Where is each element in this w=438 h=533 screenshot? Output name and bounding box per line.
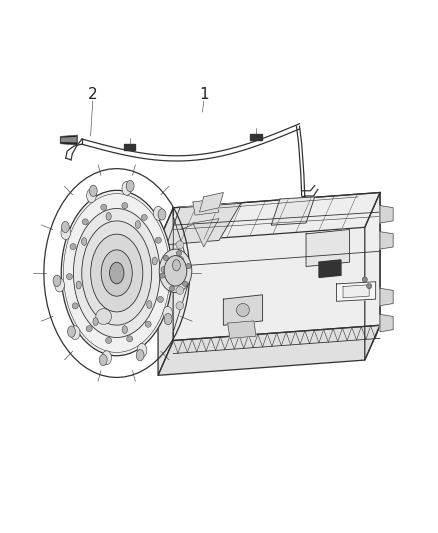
Ellipse shape (101, 250, 132, 296)
Polygon shape (336, 282, 376, 301)
Ellipse shape (137, 343, 147, 357)
Polygon shape (251, 134, 261, 140)
Ellipse shape (55, 278, 64, 292)
Circle shape (157, 296, 163, 303)
Polygon shape (306, 230, 350, 266)
Ellipse shape (61, 190, 172, 356)
Polygon shape (380, 314, 393, 332)
Ellipse shape (76, 281, 81, 289)
Polygon shape (167, 204, 241, 245)
Ellipse shape (61, 225, 71, 240)
Polygon shape (97, 234, 117, 251)
Polygon shape (124, 144, 135, 150)
Polygon shape (319, 260, 341, 277)
Circle shape (362, 277, 367, 282)
Ellipse shape (136, 350, 144, 361)
Circle shape (160, 273, 165, 278)
Circle shape (106, 337, 112, 343)
Ellipse shape (163, 306, 173, 320)
Ellipse shape (122, 181, 131, 195)
Ellipse shape (81, 238, 87, 245)
Polygon shape (343, 285, 369, 298)
Circle shape (127, 336, 133, 342)
Circle shape (67, 273, 72, 280)
Polygon shape (271, 197, 315, 225)
Circle shape (176, 287, 184, 294)
Polygon shape (228, 321, 256, 338)
Circle shape (176, 241, 184, 249)
Ellipse shape (74, 208, 160, 337)
Ellipse shape (110, 262, 124, 284)
Ellipse shape (164, 313, 172, 325)
Circle shape (176, 302, 184, 310)
Polygon shape (223, 295, 262, 325)
Ellipse shape (158, 209, 166, 220)
Circle shape (70, 244, 76, 249)
Polygon shape (365, 192, 380, 360)
Ellipse shape (147, 301, 152, 309)
Ellipse shape (164, 256, 187, 286)
Ellipse shape (89, 185, 97, 197)
Ellipse shape (71, 326, 80, 340)
Ellipse shape (61, 221, 69, 233)
Ellipse shape (106, 213, 111, 220)
Text: 1: 1 (199, 87, 208, 102)
Ellipse shape (53, 275, 61, 286)
Circle shape (155, 237, 161, 243)
Ellipse shape (87, 189, 96, 203)
Polygon shape (173, 216, 190, 332)
Circle shape (96, 309, 112, 325)
Circle shape (161, 266, 167, 272)
Circle shape (177, 251, 182, 256)
Ellipse shape (152, 257, 157, 265)
Polygon shape (193, 219, 219, 247)
Circle shape (176, 256, 184, 264)
Circle shape (237, 303, 250, 317)
Circle shape (163, 255, 169, 261)
Circle shape (122, 203, 128, 209)
Ellipse shape (102, 351, 112, 365)
Ellipse shape (169, 254, 179, 268)
Ellipse shape (99, 354, 107, 366)
Circle shape (182, 281, 187, 286)
Polygon shape (380, 288, 393, 305)
Polygon shape (199, 192, 223, 212)
Text: 2: 2 (88, 87, 98, 102)
Ellipse shape (173, 260, 180, 271)
Circle shape (186, 263, 191, 269)
Polygon shape (158, 192, 380, 243)
Ellipse shape (122, 326, 127, 334)
Circle shape (86, 326, 92, 332)
Polygon shape (380, 232, 393, 249)
Circle shape (72, 303, 78, 309)
Circle shape (145, 321, 151, 327)
Circle shape (176, 271, 184, 279)
Ellipse shape (82, 221, 152, 325)
Ellipse shape (135, 221, 141, 229)
Ellipse shape (159, 249, 192, 293)
Ellipse shape (126, 180, 134, 192)
Polygon shape (60, 135, 78, 145)
Polygon shape (193, 199, 219, 215)
Circle shape (101, 204, 107, 211)
Polygon shape (158, 325, 380, 375)
Circle shape (141, 214, 147, 221)
Polygon shape (158, 208, 173, 375)
Polygon shape (173, 192, 380, 341)
Ellipse shape (91, 234, 143, 312)
Ellipse shape (153, 206, 163, 220)
Polygon shape (380, 206, 393, 223)
Ellipse shape (93, 318, 98, 326)
Ellipse shape (67, 326, 75, 337)
Circle shape (170, 286, 175, 291)
Circle shape (367, 284, 372, 289)
Circle shape (82, 219, 88, 225)
Polygon shape (61, 137, 77, 142)
